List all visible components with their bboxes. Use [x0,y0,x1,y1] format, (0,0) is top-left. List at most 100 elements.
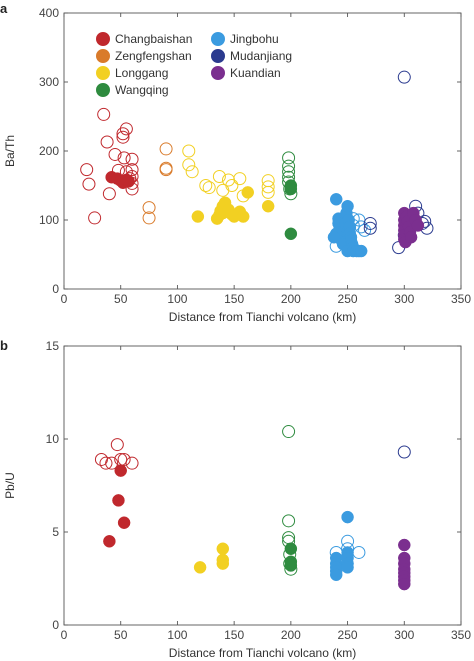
data-point-longgang-filled [193,561,207,574]
legend-label-wangqing: Wangqing [115,83,169,97]
y-tick-label: 10 [46,432,60,446]
legend-label-longgang: Longgang [115,66,168,80]
data-point-kuandian-filled [398,538,411,552]
data-point-jingbohu-filled [329,568,343,582]
y-tick-label: 5 [52,525,59,539]
x-tick-label: 350 [451,292,471,306]
x-tick-label: 0 [61,292,68,306]
data-point-changbaishan-open [117,151,131,165]
data-point-longgang-filled [216,542,230,555]
legend-label-changbaishan: Changbaishan [115,32,192,46]
data-point-longgang-open [261,180,275,194]
legend: Changbaishan Zengfengshan Longgang Wangqing… [96,32,292,97]
data-point-mudanjiang-open [397,445,411,459]
data-point-wangqing-filled [284,227,298,241]
data-point-kuandian-filled [398,577,411,591]
data-point-changbaishan-filled [122,175,135,188]
data-point-changbaishan-open [99,456,113,470]
legend-marker-mudanjiang [211,49,225,63]
data-point-wangqing-filled [284,182,298,196]
data-point-longgang-open [212,170,226,184]
data-point-longgang-open [182,144,196,158]
data-point-longgang-filled [241,186,255,199]
data-point-mudanjiang-open [363,221,377,235]
y-tick-label: 0 [52,618,59,632]
data-point-changbaishan-filled [114,464,127,477]
data-point-mudanjiang-open [397,70,411,84]
y-tick-label: 400 [39,6,59,20]
x-tick-label: 300 [394,292,414,306]
data-point-changbaishan-open [97,107,111,121]
data-point-longgang-open [233,172,247,186]
data-point-longgang-open [225,179,239,192]
data-point-longgang-filled [261,199,275,213]
data-point-wangqing-open [282,425,296,439]
data-point-longgang-open [261,185,275,199]
data-point-jingbohu-filled [341,561,354,574]
data-point-longgang-filled [236,210,250,223]
data-point-kuandian-filled [411,219,425,232]
y-tick-label: 300 [39,75,59,89]
x-tick-label: 0 [61,628,68,642]
data-point-longgang-filled [191,210,205,223]
y-axis-label: Pb/U [3,472,17,499]
x-tick-label: 300 [394,628,414,642]
x-tick-label: 200 [281,292,301,306]
y-tick-label: 15 [46,339,60,353]
data-point-longgang-open [185,165,199,179]
data-point-wangqing-filled [284,559,298,572]
data-point-mudanjiang-open [363,216,377,230]
data-point-jingbohu-filled [341,199,354,213]
data-point-wangqing-open [282,165,296,179]
data-point-longgang-filled [216,557,230,570]
data-point-changbaishan-open [82,177,96,191]
y-axis-label: Ba/Th [3,135,17,167]
data-point-zengfengshan-open [159,142,173,156]
data-point-zengfengshan-open [142,211,156,225]
chart-pb-u: 0 50 100 150 200 250 300 350 0 5 10 15 Distance from… [3,339,471,660]
data-point-wangqing-open [282,151,296,165]
data-point-changbaishan-open [116,130,130,144]
y-tick-label: 200 [39,144,59,158]
x-tick-label: 50 [114,628,128,642]
data-point-jingbohu-open [352,545,366,559]
data-point-zengfengshan-open [159,163,173,177]
data-point-jingbohu-filled [341,510,354,524]
data-point-wangqing-open [282,159,296,173]
x-tick-label: 100 [167,628,187,642]
x-axis-label: Distance from Tianchi volcano (km) [169,646,356,660]
data-point-jingbohu-filled [354,244,368,258]
legend-marker-longgang [96,66,110,80]
data-point-longgang-open [199,179,213,192]
data-point-jingbohu-filled [329,193,343,206]
x-tick-label: 250 [338,628,358,642]
legend-label-kuandian: Kuandian [230,66,281,80]
legend-label-zengfengshan: Zengfengshan [115,49,192,63]
data-point-zengfengshan-open [142,201,156,215]
data-point-changbaishan-filled [117,516,131,529]
panel-letter-a: a [0,1,8,16]
data-point-changbaishan-filled [112,494,125,507]
data-point-changbaishan-open [117,452,131,466]
data-point-changbaishan-open [125,163,139,177]
data-point-longgang-open [182,158,196,172]
legend-marker-jingbohu [211,32,225,46]
data-point-wangqing-open [282,514,296,528]
data-point-changbaishan-open [105,456,119,470]
chart-ba-th: 0 50 100 150 200 250 300 350 0 100 200 300 400 Distan… [3,6,471,324]
legend-marker-kuandian [211,66,225,80]
data-point-changbaishan-open [80,163,94,177]
data-point-changbaishan-filled [103,535,116,548]
x-tick-label: 50 [114,292,128,306]
x-tick-label: 150 [224,628,244,642]
data-point-changbaishan-open [125,456,139,470]
data-point-changbaishan-open [119,122,133,136]
legend-label-jingbohu: Jingbohu [230,32,279,46]
data-point-jingbohu-filled [327,231,341,244]
data-point-changbaishan-open [100,135,114,149]
data-point-changbaishan-open [102,187,116,201]
x-tick-label: 250 [338,292,358,306]
data-point-changbaishan-open [88,211,102,225]
data-point-changbaishan-open [108,147,122,161]
